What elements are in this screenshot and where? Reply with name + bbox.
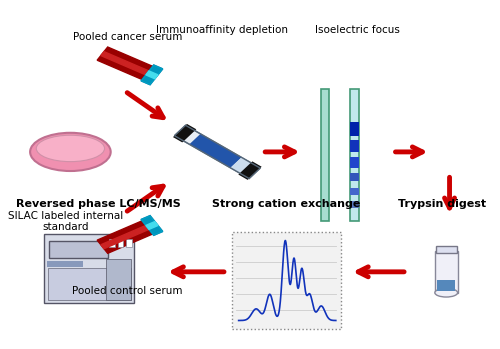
Bar [46, 261, 82, 267]
Bar [435, 251, 458, 293]
Bar [350, 157, 358, 168]
Polygon shape [141, 216, 163, 235]
Polygon shape [97, 221, 152, 253]
Polygon shape [141, 65, 163, 85]
Bar [350, 201, 358, 208]
Bar [238, 161, 262, 180]
Text: Trypsin digest: Trypsin digest [398, 199, 486, 209]
Bar [48, 268, 130, 300]
Bar [320, 89, 329, 221]
Text: Reversed phase LC/MS/MS: Reversed phase LC/MS/MS [16, 199, 181, 209]
Polygon shape [101, 225, 149, 249]
Polygon shape [146, 71, 158, 79]
Bar [126, 239, 132, 247]
Polygon shape [141, 65, 163, 85]
Ellipse shape [30, 133, 110, 171]
Bar [174, 125, 260, 178]
Text: Immunoaffinity depletion: Immunoaffinity depletion [156, 25, 288, 35]
Bar [49, 240, 108, 258]
Bar [173, 124, 197, 142]
Text: Strong cation exchange: Strong cation exchange [212, 199, 360, 209]
Text: Pooled control serum: Pooled control serum [72, 286, 182, 296]
Text: Pooled cancer serum: Pooled cancer serum [72, 32, 182, 42]
Polygon shape [141, 216, 163, 235]
Text: SILAC labeled internal
standard: SILAC labeled internal standard [8, 211, 123, 232]
Bar [232, 232, 340, 329]
Ellipse shape [36, 135, 104, 162]
Bar [118, 239, 124, 247]
Bar [44, 233, 134, 303]
Polygon shape [97, 47, 152, 80]
Bar [350, 173, 358, 181]
Bar [350, 140, 358, 152]
Bar [350, 89, 358, 221]
Bar [437, 280, 455, 291]
Polygon shape [146, 222, 158, 229]
Ellipse shape [435, 288, 458, 297]
Bar [106, 259, 131, 300]
Bar [174, 125, 260, 178]
Bar [230, 157, 255, 176]
Text: Isoelectric focus: Isoelectric focus [314, 25, 400, 35]
Bar [190, 134, 242, 168]
Bar [436, 246, 456, 253]
Bar [350, 188, 358, 195]
Polygon shape [101, 52, 149, 75]
Bar [350, 122, 358, 136]
Bar [109, 239, 115, 247]
